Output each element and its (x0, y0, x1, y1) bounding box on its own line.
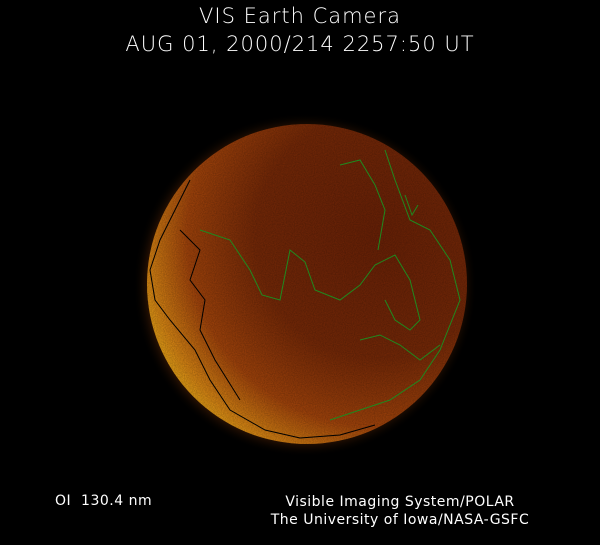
coastline-day (199, 149, 461, 421)
credit-line-2: The University of Iowa/NASA-GSFC (270, 512, 530, 528)
credit-line-1: Visible Imaging System/POLAR (285, 494, 515, 510)
image-noise (147, 124, 467, 444)
image-title: VIS Earth Camera (199, 4, 401, 28)
timestamp: AUG 01, 2000/214 2257:50 UT (125, 32, 475, 56)
wavelength-label: OI 130.4 nm (55, 493, 153, 509)
credit: Visible Imaging System/POLAR The Univers… (250, 493, 550, 529)
coastline-night (149, 179, 376, 439)
